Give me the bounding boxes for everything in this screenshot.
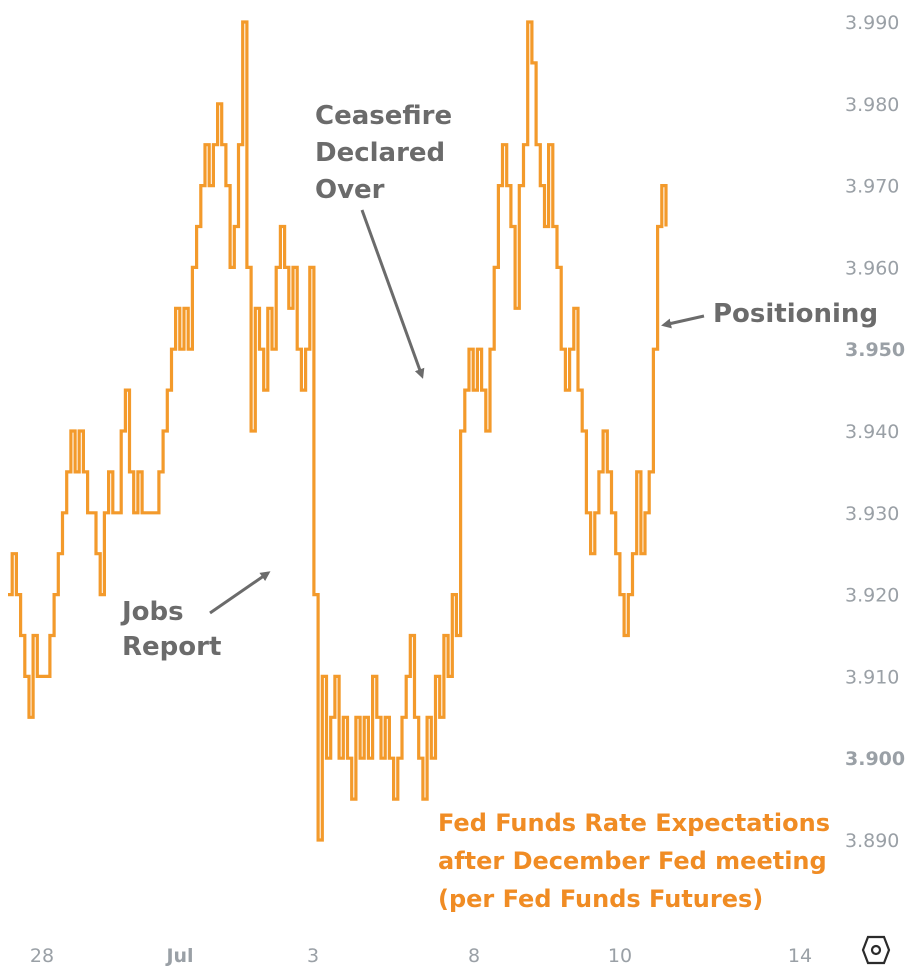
y-tick-label: 3.960 [845,257,899,279]
annotation-text: Declared [315,138,445,168]
x-tick-label: 8 [468,945,480,967]
x-tick-label: 10 [608,945,632,967]
annotation-arrow [360,209,425,379]
annotation-arrow [661,314,705,329]
y-tick-label: 3.890 [845,830,899,852]
series-line [8,20,668,842]
annotation-text: Positioning [713,299,878,329]
x-tick-label: 14 [788,945,812,967]
y-tick-label: 3.910 [845,666,899,688]
annotation-text: Report [122,632,221,662]
y-tick-label: 3.920 [845,585,899,607]
settings-gear-icon[interactable] [861,935,891,965]
y-tick-label: 3.940 [845,421,899,443]
y-tick-label: 3.970 [845,176,899,198]
x-tick-label: 28 [30,945,54,967]
y-tick-label: 3.900 [845,748,905,770]
x-tick-label: 3 [307,945,319,967]
annotation-arrow [209,571,271,615]
x-axis: 28 Jul 3 8 10 14 [30,945,812,967]
y-axis: 3.990 3.980 3.970 3.960 3.950 3.940 3.930 3.920… [845,12,905,852]
annotation-text: Ceasefire [315,101,452,131]
y-tick-label: 3.990 [845,12,899,34]
chart-title: Fed Funds Rate Expectations after Decembe… [438,809,830,913]
annotation-text: Jobs [120,597,184,627]
chart-title-line: (per Fed Funds Futures) [438,885,763,913]
x-tick-label: Jul [164,945,193,967]
chart-title-line: Fed Funds Rate Expectations [438,809,830,837]
chart-title-line: after December Fed meeting [438,847,827,875]
annotation-text: Over [315,175,385,205]
y-tick-label: 3.930 [845,503,899,525]
annotations: Jobs Report Ceasefire Declared Over Positioni… [120,101,878,662]
series-layer [8,20,668,842]
y-tick-label: 3.980 [845,94,899,116]
y-tick-label: 3.950 [845,339,905,361]
